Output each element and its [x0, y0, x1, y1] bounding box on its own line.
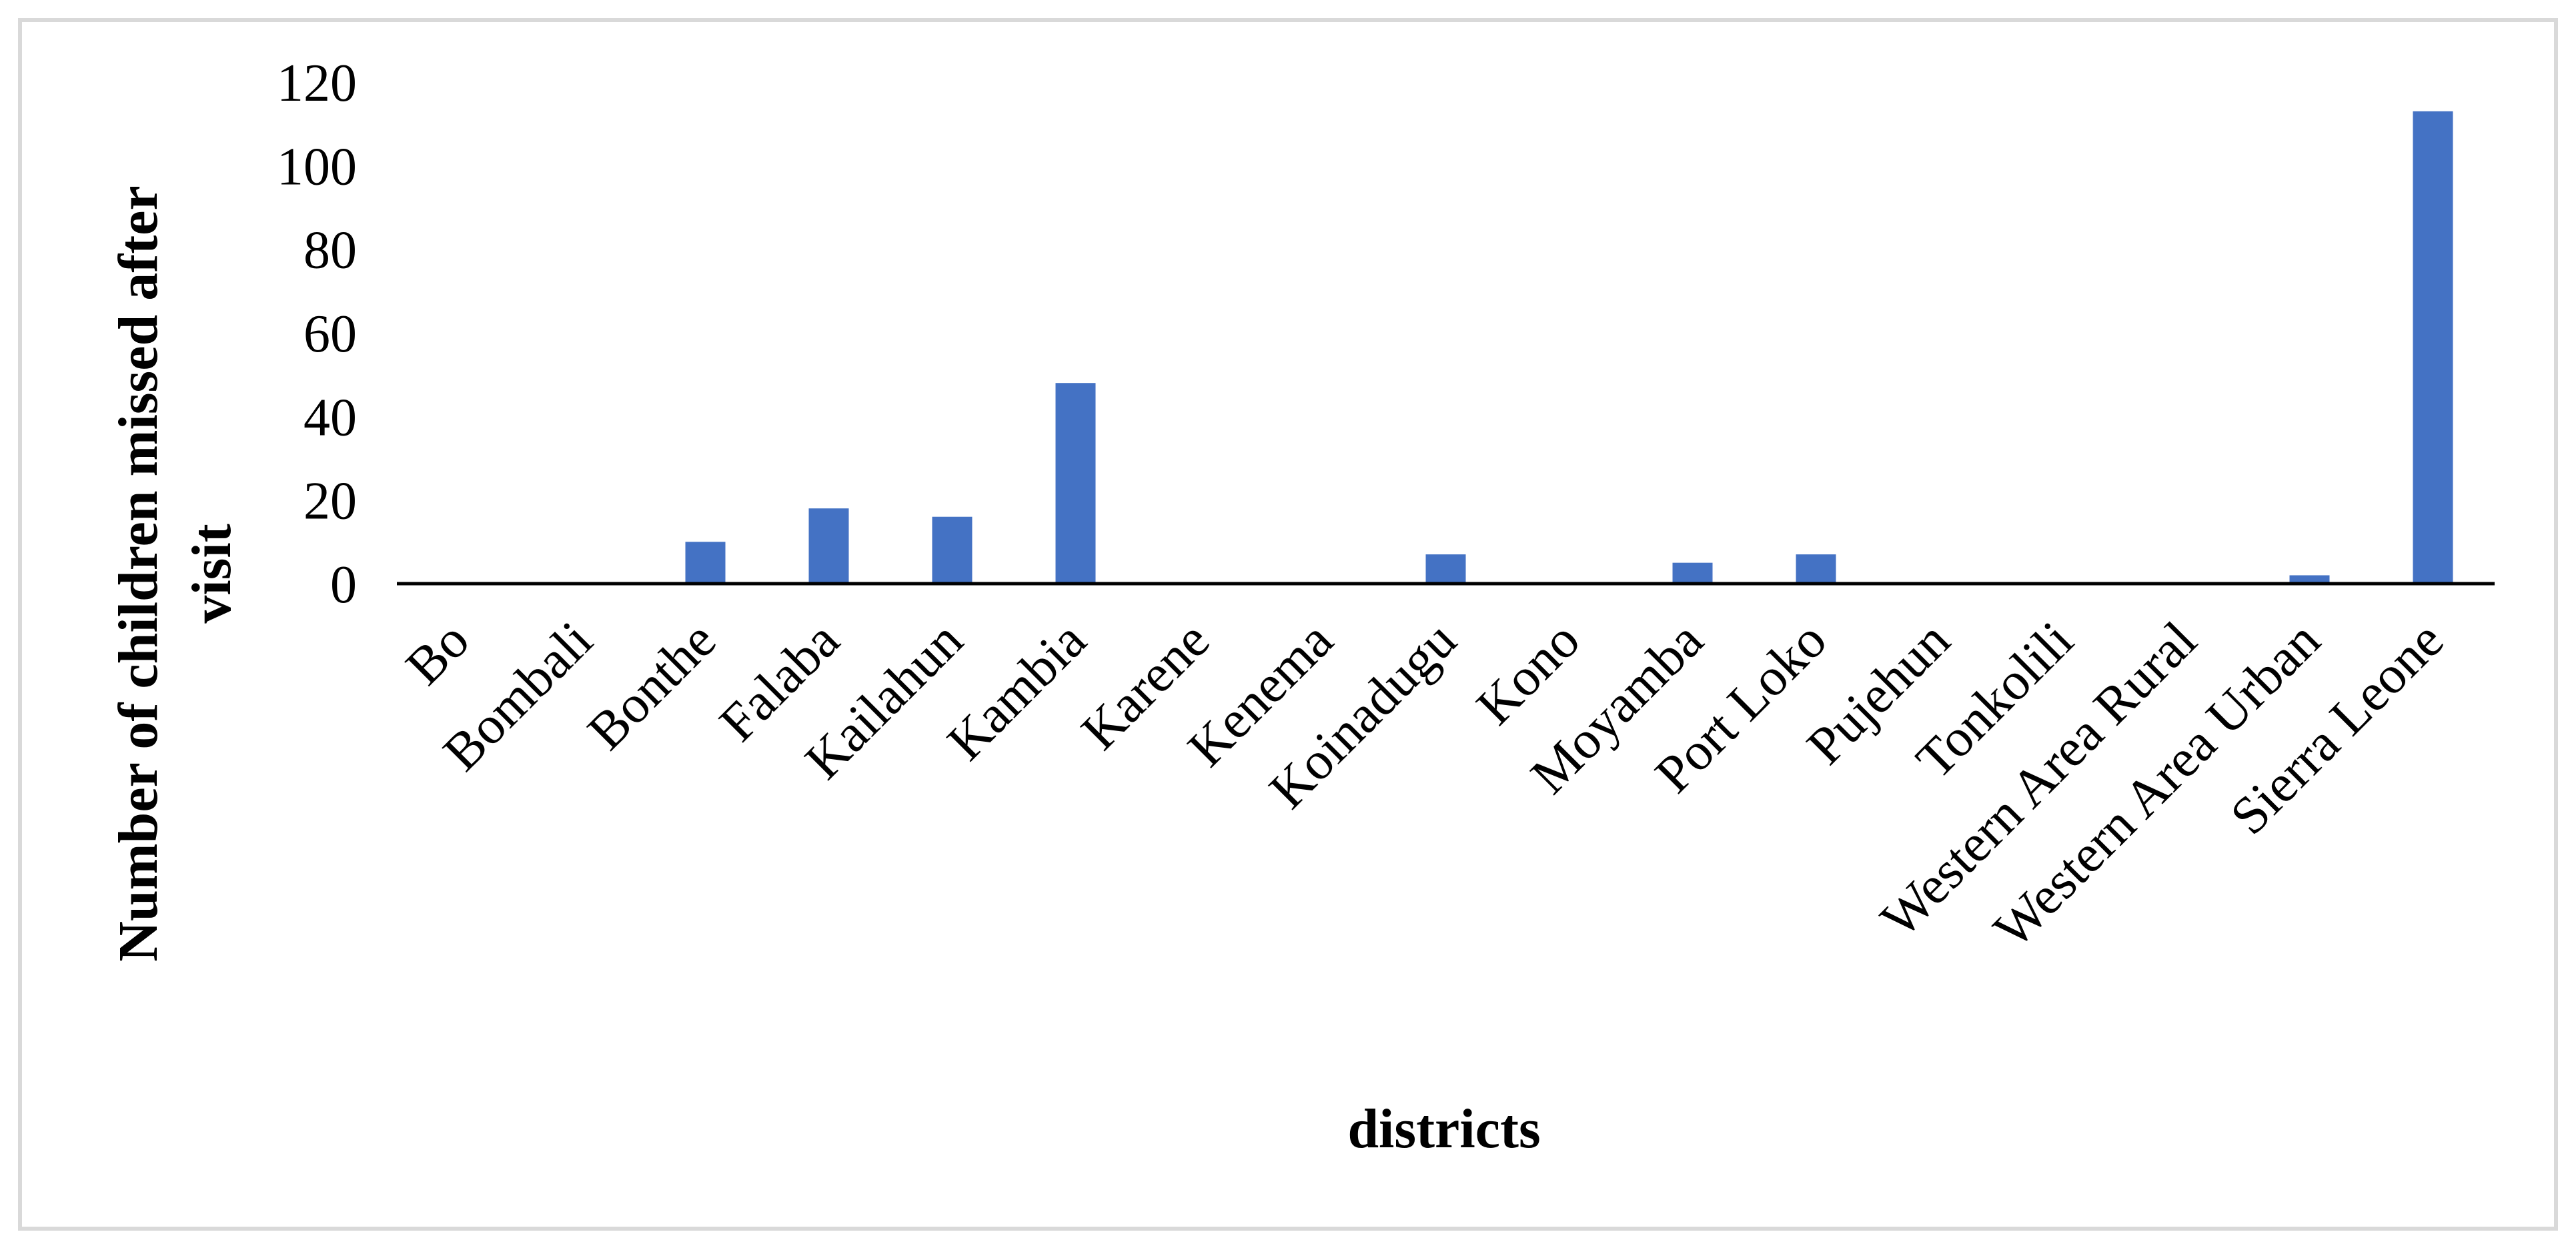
- y-tick-label: 100: [277, 137, 357, 196]
- y-tick-label: 40: [303, 388, 357, 447]
- bars: [685, 111, 2453, 584]
- y-tick-label: 120: [277, 54, 357, 113]
- y-tick-label: 20: [303, 472, 357, 531]
- bar-sierra-leone: [2413, 111, 2453, 584]
- y-axis-title: Number of children missed after visit: [107, 185, 243, 961]
- bar-kambia: [1055, 383, 1096, 584]
- y-axis-title-line: Number of children missed after: [107, 185, 169, 961]
- y-axis-title-line: visit: [181, 524, 243, 623]
- y-tick-label: 80: [303, 221, 357, 280]
- bar-port-loko: [1796, 554, 1836, 584]
- bar-falaba: [808, 508, 849, 584]
- bar-koinadugu: [1425, 554, 1466, 584]
- bar-bonthe: [685, 542, 726, 584]
- y-axis-ticks: 0 20 40 60 80 100 120: [277, 54, 357, 614]
- bar-moyamba: [1672, 562, 1713, 584]
- y-tick-label: 60: [303, 305, 357, 364]
- bar-western-area-urban: [2289, 575, 2330, 584]
- bar-kailahun: [932, 516, 973, 584]
- chart-frame: [18, 18, 2558, 1231]
- x-axis-title: districts: [1347, 1098, 1540, 1160]
- y-tick-label: 0: [330, 556, 357, 614]
